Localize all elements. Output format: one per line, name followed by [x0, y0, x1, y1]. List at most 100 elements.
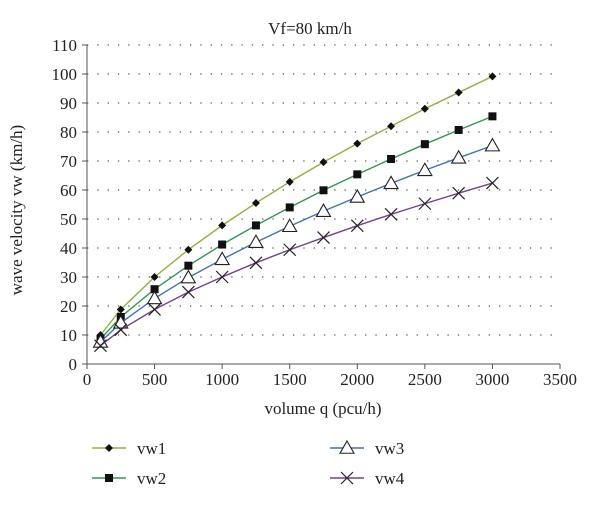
legend-label: vw4 [375, 469, 405, 488]
data-point-vw1 [218, 221, 227, 230]
data-point-vw4 [94, 339, 107, 353]
data-point-vw1 [488, 72, 497, 81]
data-point-vw4 [317, 231, 330, 244]
data-point-vw3 [112, 314, 129, 329]
data-point-vw3 [450, 149, 467, 164]
y-tick-label: 50 [60, 210, 77, 229]
data-point-vw3 [416, 162, 433, 177]
y-tick-label: 100 [52, 65, 78, 84]
legend-item-vw1: vw1 [92, 439, 166, 458]
series-group [92, 72, 501, 353]
data-point-vw4 [283, 243, 297, 257]
x-marker-stroke [452, 186, 466, 200]
data-point-vw2 [454, 125, 463, 134]
data-point-vw3 [92, 333, 109, 348]
series-line-vw4 [100, 182, 493, 347]
x-marker-stroke [114, 323, 128, 337]
x-tick-label: 1000 [205, 370, 239, 389]
y-tick-label: 40 [60, 239, 77, 258]
data-point-vw2 [420, 140, 429, 149]
y-tick-label: 90 [60, 94, 77, 113]
y-tick-label: 60 [60, 181, 77, 200]
x-marker-stroke [283, 243, 297, 257]
y-tick-labels: 0 10 20 30 40 50 60 70 80 90 100 110 [52, 36, 78, 374]
series-vw4 [94, 176, 499, 353]
data-point-vw3 [247, 234, 264, 248]
data-point-vw3 [281, 218, 298, 233]
chart-title: Vf=80 km/h [268, 19, 352, 38]
legend-marker [105, 444, 113, 452]
data-point-vw2 [488, 112, 497, 121]
x-marker-stroke [215, 270, 229, 284]
x-axis-label: volume q (pcu/h) [264, 399, 381, 418]
data-point-vw2 [387, 154, 396, 163]
data-point-vw2 [353, 170, 362, 179]
x-marker-stroke [486, 176, 499, 190]
axes [82, 44, 561, 369]
x-marker-stroke [94, 339, 107, 353]
y-tick-label: 0 [69, 355, 78, 374]
y-tick-label: 10 [60, 326, 77, 345]
data-point-vw4 [181, 285, 195, 299]
data-point-vw1 [387, 122, 396, 131]
x-marker-stroke [350, 219, 364, 233]
x-marker-stroke [418, 197, 432, 211]
x-tick-label: 3000 [475, 370, 509, 389]
x-tick-labels: 0 500 1000 1500 2000 2500 3000 3500 [83, 370, 577, 389]
x-marker-stroke [340, 471, 354, 485]
data-point-vw1 [251, 199, 260, 208]
x-marker-stroke [181, 285, 195, 299]
legend-item-vw3: vw3 [330, 439, 404, 458]
data-point-vw4 [215, 270, 229, 284]
data-point-vw1 [319, 158, 328, 167]
series-vw3 [92, 137, 501, 348]
y-tick-label: 30 [60, 268, 77, 287]
x-marker-stroke [384, 207, 398, 221]
data-point-vw2 [251, 221, 260, 230]
data-point-vw2 [319, 186, 328, 195]
y-axis-label: wave velocity vw (km/h) [7, 125, 26, 295]
y-tick-label: 70 [60, 152, 77, 171]
data-point-vw2 [285, 203, 294, 212]
data-point-vw1 [353, 139, 362, 148]
x-tick-label: 1500 [273, 370, 307, 389]
data-point-vw2 [184, 261, 193, 270]
data-point-vw1 [285, 177, 294, 186]
legend-item-vw2: vw2 [92, 469, 166, 488]
data-point-vw3 [214, 251, 231, 266]
x-tick-label: 3500 [543, 370, 577, 389]
legend: vw1 vw2 vw3 vw4 [92, 439, 405, 488]
series-line-vw3 [100, 144, 493, 343]
data-point-vw4 [452, 186, 466, 200]
data-point-vw4 [114, 323, 128, 337]
y-tick-label: 20 [60, 297, 77, 316]
x-tick-label: 2500 [408, 370, 442, 389]
x-tick-label: 0 [83, 370, 92, 389]
data-point-vw4 [384, 207, 398, 221]
x-marker-stroke [317, 231, 330, 244]
x-tick-label: 500 [142, 370, 168, 389]
data-point-vw4 [418, 197, 432, 211]
data-point-vw4 [249, 256, 263, 270]
data-point-vw1 [150, 273, 159, 281]
data-point-vw3 [146, 290, 163, 305]
legend-marker [340, 471, 354, 485]
data-point-vw3 [484, 137, 501, 152]
data-point-vw1 [420, 104, 429, 113]
data-point-vw3 [180, 269, 197, 284]
legend-item-vw4: vw4 [330, 469, 405, 488]
data-point-vw2 [218, 240, 227, 249]
data-point-vw1 [116, 305, 125, 314]
data-point-vw4 [486, 176, 499, 190]
data-point-vw1 [454, 88, 463, 97]
legend-label: vw2 [137, 469, 166, 488]
data-point-vw3 [315, 203, 332, 217]
data-point-vw4 [148, 303, 161, 316]
data-point-vw1 [184, 245, 193, 254]
data-point-vw4 [350, 219, 364, 233]
x-marker-stroke [148, 303, 161, 316]
data-point-vw3 [383, 175, 400, 190]
data-point-vw2 [150, 285, 159, 294]
legend-marker [339, 439, 355, 454]
